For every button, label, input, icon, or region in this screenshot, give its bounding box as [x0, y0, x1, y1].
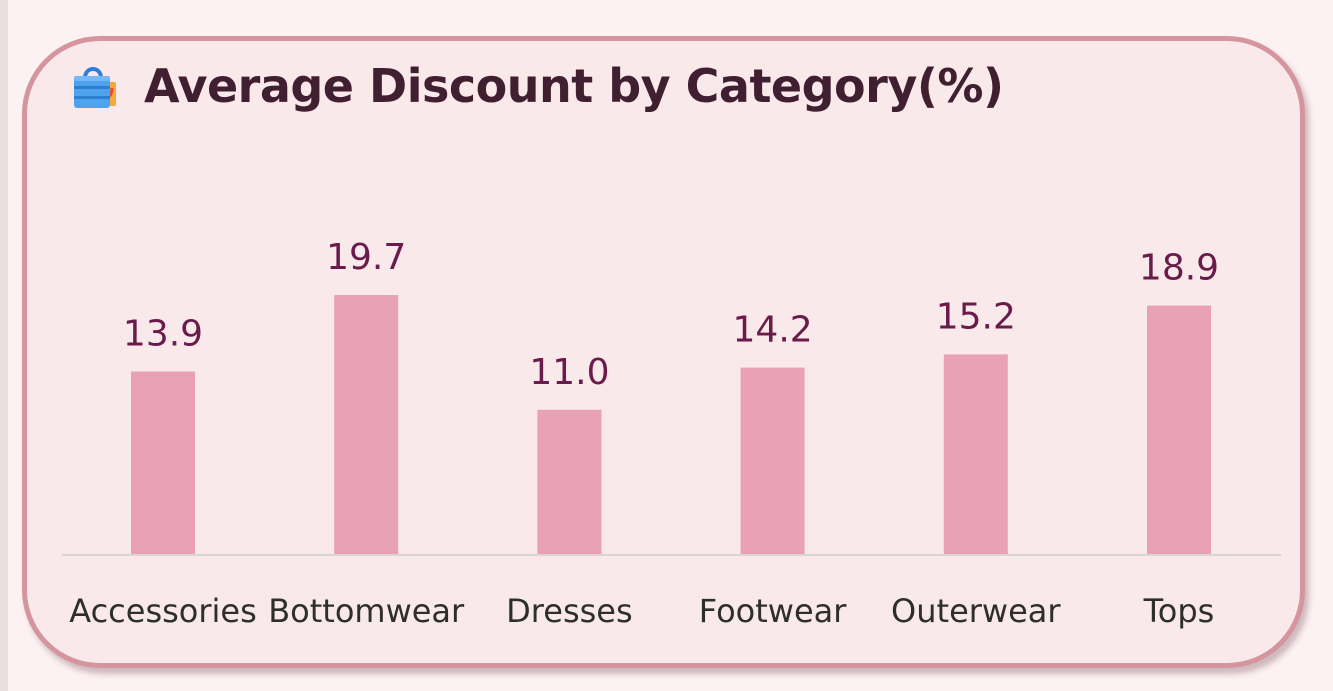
value-label-tops: 18.9	[1139, 248, 1219, 289]
value-label-footwear: 14.2	[733, 310, 813, 351]
x-tick-label-outerwear: Outerwear	[891, 592, 1061, 630]
shopping-bag-icon	[74, 67, 116, 108]
bar-outerwear	[943, 354, 1008, 555]
x-tick-label-accessories: Accessories	[69, 592, 257, 630]
x-tick-label-footwear: Footwear	[699, 592, 847, 630]
bar-accessories	[131, 371, 195, 555]
value-label-accessories: 13.9	[123, 314, 203, 355]
value-label-bottomwear: 19.7	[326, 237, 406, 278]
x-tick-label-bottomwear: Bottomwear	[268, 592, 465, 630]
bar-footwear	[740, 367, 805, 555]
value-label-dresses: 11.0	[529, 352, 609, 393]
bar-dresses	[537, 409, 602, 555]
bar-bottomwear	[334, 295, 399, 555]
chart-title: Average Discount by Category(%)	[144, 59, 1004, 113]
chart-card	[22, 36, 1305, 668]
card-header: Average Discount by Category(%)	[68, 54, 1004, 118]
bar-tops	[1147, 305, 1211, 555]
x-tick-label-tops: Tops	[1143, 592, 1215, 630]
x-tick-label-dresses: Dresses	[506, 592, 632, 630]
value-label-outerwear: 15.2	[936, 296, 1016, 337]
window-edge	[0, 0, 8, 691]
